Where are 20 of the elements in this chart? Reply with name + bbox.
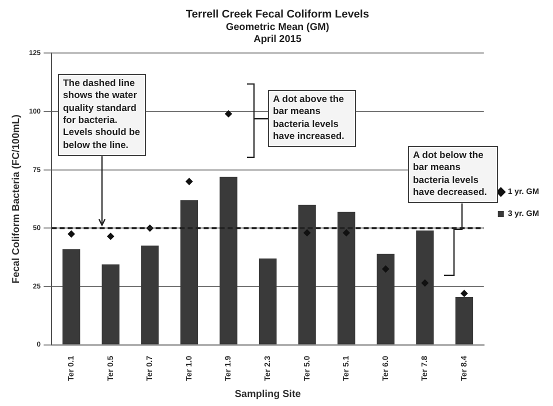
y-axis-title: Fecal Coliform Bacteria (FC/100mL)	[10, 114, 22, 284]
legend-label: 3 yr. GM	[508, 209, 540, 218]
x-tick-label: Ter 1.9	[224, 355, 233, 382]
annotation: A dot above the bar means bacteria levels have increased.	[268, 90, 356, 148]
legend-label: 1 yr. GM	[508, 187, 540, 196]
x-tick-label: Ter 8.4	[459, 355, 468, 382]
x-tick-label: Ter 0.7	[145, 355, 154, 382]
chart-subtitle: Geometric Mean (GM) April 2015	[226, 22, 330, 45]
x-tick-label: Ter 5.1	[342, 355, 351, 382]
x-tick-label: Ter 6.0	[380, 355, 390, 382]
x-axis-title: Sampling Site	[234, 388, 302, 400]
x-tick-label: Ter 7.8	[420, 355, 430, 382]
annotation: A dot below the bar means bacteria levels have decreased.	[408, 146, 498, 204]
x-tick-label: Ter 1.0	[184, 355, 194, 382]
x-tick-label: Ter 0.5	[106, 355, 115, 382]
chart-title: Terrell Creek Fecal Coliform Levels	[186, 8, 370, 21]
x-tick-label: Ter 2.3	[262, 355, 272, 382]
x-tick-label: Ter 5.0	[302, 355, 312, 382]
annotation: The dashed line shows the water quality standard for bacteria. Levels should be below the line.	[58, 74, 146, 156]
x-tick-label: Ter 0.1	[66, 355, 76, 382]
